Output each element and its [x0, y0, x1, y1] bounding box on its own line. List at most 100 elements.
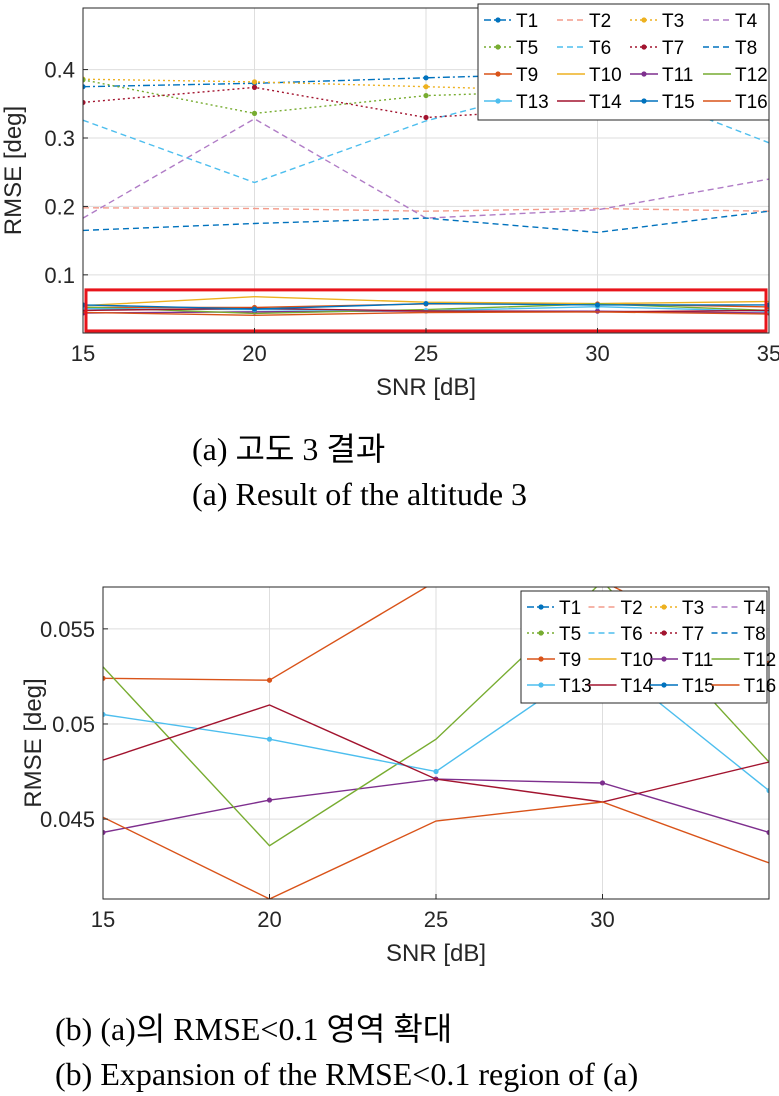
legend-label-t7: T7: [662, 38, 684, 59]
legend-marker-t7: [641, 44, 647, 50]
data-point-t9: [600, 579, 605, 584]
legend-label-t10: T10: [589, 65, 622, 86]
legend-label-t4: T4: [744, 598, 767, 619]
series-line-t8: [83, 210, 769, 234]
x-tick-label: 20: [242, 341, 266, 366]
legend-label-t10: T10: [621, 650, 654, 671]
y-axis-label: RMSE [deg]: [20, 678, 47, 807]
data-point-t7: [251, 84, 258, 90]
legend-label-t15: T15: [682, 676, 715, 697]
legend-marker-t3: [641, 17, 647, 23]
data-point-t11: [599, 780, 606, 786]
legend-label-t3: T3: [662, 11, 684, 32]
data-point-t11: [594, 308, 601, 314]
data-point-t5: [83, 77, 86, 83]
legend-label-t12: T12: [744, 650, 777, 671]
legend-label-t7: T7: [682, 624, 704, 645]
legend-label-t14: T14: [621, 676, 654, 697]
x-tick-label: 25: [424, 907, 448, 932]
legend-marker-t13: [495, 98, 501, 104]
caption-a-english: (a) Result of the altitude 3: [192, 476, 527, 512]
legend-label-t11: T11: [662, 65, 693, 86]
legend-marker-t1: [495, 17, 501, 23]
data-point-t1: [83, 84, 86, 90]
data-point-t15: [251, 306, 258, 312]
legend-marker-t15: [641, 98, 647, 104]
data-point-t7: [423, 114, 429, 121]
legend-marker-t11: [641, 71, 647, 77]
x-tick-label: 15: [91, 907, 115, 932]
series-line-t14: [103, 704, 769, 803]
y-tick-label: 0.3: [44, 126, 75, 151]
legend-label-t13: T13: [559, 676, 592, 697]
x-tick-label: 30: [585, 341, 609, 366]
legend-label-t15: T15: [662, 92, 695, 113]
caption-a-korean: (a) 고도 3 결과: [192, 431, 385, 467]
x-tick-label: 25: [414, 341, 438, 366]
x-tick-label: 30: [590, 907, 614, 932]
data-point-t13: [433, 768, 439, 775]
caption-b-korean: (b) (a)의 RMSE<0.1 영역 확대: [55, 1011, 452, 1047]
data-point-t15: [594, 302, 601, 308]
legend-label-t6: T6: [621, 624, 643, 645]
data-point-t11: [103, 829, 106, 836]
data-point-t11: [766, 829, 769, 836]
y-tick-label: 0.055: [40, 617, 95, 642]
series-line-t4: [83, 117, 769, 219]
legend-label-t16: T16: [735, 92, 768, 113]
y-tick-label: 0.2: [44, 194, 75, 219]
legend-label-t8: T8: [744, 624, 766, 645]
legend-label-t11: T11: [682, 650, 713, 671]
legend-label-t8: T8: [735, 38, 757, 59]
legend-label-t5: T5: [559, 624, 581, 645]
legend-marker-t3: [661, 604, 667, 610]
legend-label-t14: T14: [589, 92, 622, 113]
legend-label-t2: T2: [621, 598, 643, 619]
series-line-t16: [83, 311, 769, 317]
legend-label-t1: T1: [516, 11, 538, 32]
data-point-t9: [433, 579, 438, 584]
x-tick-label: 20: [257, 907, 281, 932]
caption-b-english: (b) Expansion of the RMSE<0.1 region of …: [55, 1056, 638, 1092]
legend-marker-t1: [538, 604, 544, 610]
series-line-t2: [83, 207, 769, 212]
x-tick-label: 35: [757, 341, 779, 366]
legend-label-t1: T1: [559, 598, 581, 619]
legend-label-t6: T6: [589, 38, 611, 59]
legend-marker-t5: [538, 630, 544, 636]
data-point-t7: [83, 99, 86, 106]
data-point-t9: [103, 675, 106, 681]
data-point-t15: [423, 300, 429, 307]
series-line-t16: [103, 801, 769, 899]
data-point-t1: [423, 75, 429, 81]
legend-marker-t15: [661, 682, 667, 688]
data-point-t11: [266, 797, 273, 803]
x-axis-label: SNR [dB]: [386, 940, 486, 967]
y-tick-label: 0.4: [44, 58, 75, 83]
x-axis-label: SNR [dB]: [376, 374, 476, 401]
legend-label-t16: T16: [744, 676, 777, 697]
legend-label-t5: T5: [516, 38, 538, 59]
series-line-t14: [83, 307, 769, 313]
legend-marker-t5: [495, 44, 501, 50]
legend-label-t9: T9: [516, 65, 538, 86]
legend-label-t3: T3: [682, 598, 704, 619]
data-point-t13: [103, 711, 106, 718]
data-point-t5: [423, 92, 429, 99]
legend-label-t12: T12: [735, 65, 768, 86]
data-point-t13: [766, 787, 769, 794]
data-point-t3: [251, 79, 258, 85]
chart-a: 15 20 25 30 35 0.1 0.2 0.3 0.4 SNR [dB] RMSE [deg]…: [0, 3, 779, 401]
y-tick-label: 0.05: [52, 712, 95, 737]
data-point-t3: [423, 84, 429, 90]
legend-label-t2: T2: [589, 11, 611, 32]
x-tick-label: 15: [71, 341, 95, 366]
legend-marker-t9: [495, 71, 501, 77]
y-tick-label: 0.045: [40, 807, 95, 832]
y-tick-label: 0.1: [44, 263, 75, 288]
legend-marker-t13: [538, 682, 544, 688]
legend-label-t9: T9: [559, 650, 581, 671]
legend-label-t13: T13: [516, 92, 549, 113]
chart-b: 15 20 25 30 0.045 0.05 0.055 SNR [dB] RMSE [deg]…: [20, 579, 777, 967]
